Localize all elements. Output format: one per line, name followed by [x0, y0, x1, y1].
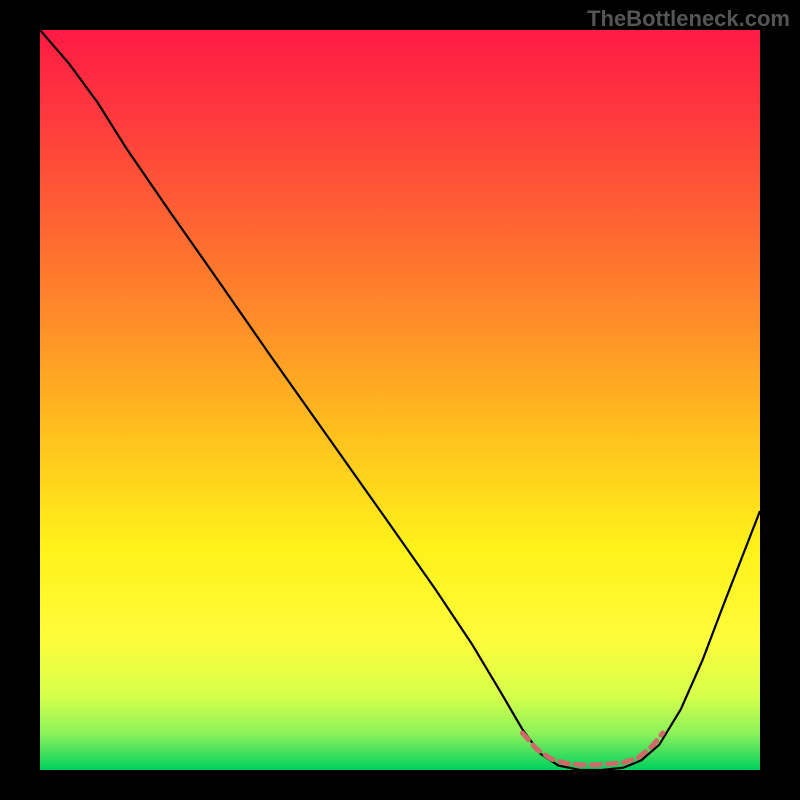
- plot-svg: [40, 30, 760, 770]
- plot-area: [40, 30, 760, 770]
- watermark-text: TheBottleneck.com: [587, 6, 790, 32]
- bottleneck-curve: [40, 30, 760, 770]
